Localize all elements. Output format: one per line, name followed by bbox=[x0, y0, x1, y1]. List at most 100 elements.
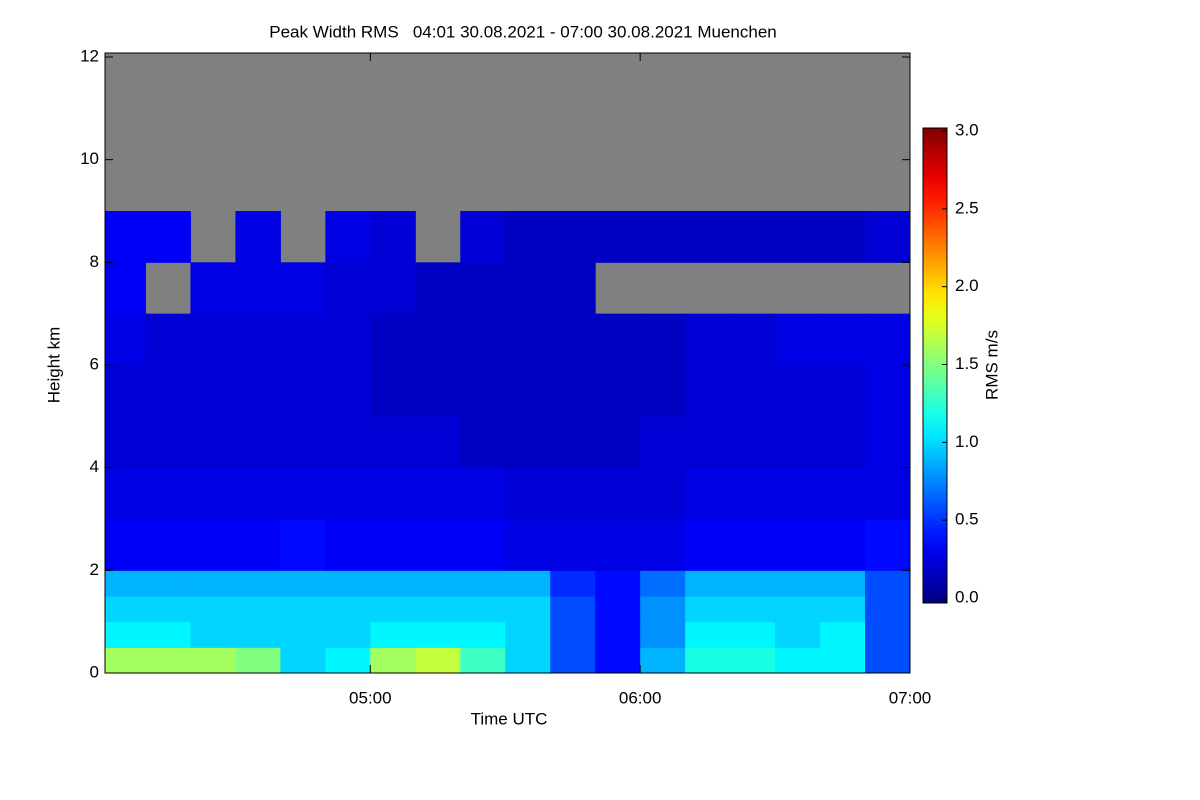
heatmap-cell bbox=[105, 211, 146, 263]
heatmap-cell bbox=[145, 467, 191, 520]
x-tick-label: 05:00 bbox=[349, 688, 392, 707]
heatmap-cell bbox=[730, 621, 776, 648]
heatmap-cell bbox=[370, 211, 416, 263]
heatmap-cell bbox=[775, 570, 821, 597]
heatmap-cell bbox=[865, 416, 911, 469]
heatmap-cell bbox=[730, 647, 776, 674]
heatmap-cell bbox=[145, 416, 191, 469]
heatmap-cell bbox=[640, 621, 686, 648]
heatmap-cell bbox=[415, 416, 461, 469]
heatmap-cell bbox=[105, 570, 146, 597]
heatmap-cell bbox=[730, 313, 776, 366]
heatmap-cell bbox=[550, 647, 596, 674]
heatmap-cell bbox=[460, 621, 506, 648]
heatmap-cell bbox=[235, 262, 281, 315]
heatmap-cell bbox=[415, 467, 461, 520]
heatmap-cell bbox=[550, 211, 596, 263]
heatmap-cell bbox=[820, 596, 866, 623]
heatmap-cell bbox=[775, 365, 821, 417]
heatmap-cell bbox=[595, 596, 641, 623]
heatmap-cell bbox=[505, 621, 551, 648]
heatmap-cell bbox=[685, 570, 731, 597]
heatmap-cell bbox=[730, 467, 776, 520]
heatmap-cell bbox=[190, 467, 236, 520]
heatmap-cell bbox=[460, 313, 506, 366]
heatmap-cell bbox=[775, 313, 821, 366]
heatmap-cell bbox=[865, 211, 911, 263]
heatmap-cell bbox=[235, 596, 281, 623]
heatmap-cell bbox=[505, 596, 551, 623]
heatmap-cell bbox=[325, 519, 371, 571]
colorbar-tick-label: 2.0 bbox=[955, 276, 979, 295]
heatmap-cell bbox=[685, 365, 731, 417]
heatmap-cell bbox=[730, 519, 776, 571]
x-axis-label: Time UTC bbox=[471, 709, 548, 728]
heatmap-cell bbox=[550, 467, 596, 520]
colorbar-tick-label: 3.0 bbox=[955, 120, 979, 139]
x-tick-label: 07:00 bbox=[889, 688, 932, 707]
heatmap-cell bbox=[280, 519, 326, 571]
heatmap-cell bbox=[595, 621, 641, 648]
heatmap-cell bbox=[145, 647, 191, 674]
heatmap-cell bbox=[505, 647, 551, 674]
heatmap-cell bbox=[775, 467, 821, 520]
colorbar bbox=[922, 127, 948, 604]
heatmap-cell bbox=[415, 262, 461, 315]
heatmap-cell bbox=[775, 647, 821, 674]
heatmap-cell bbox=[730, 570, 776, 597]
heatmap-cell bbox=[595, 416, 641, 469]
heatmap-cell bbox=[685, 596, 731, 623]
colorbar-label: RMS m/s bbox=[982, 330, 1001, 400]
heatmap-cell bbox=[105, 262, 146, 315]
heatmap-cell bbox=[640, 519, 686, 571]
heatmap-cell bbox=[145, 621, 191, 648]
heatmap-cell bbox=[145, 211, 191, 263]
heatmap-cell bbox=[235, 647, 281, 674]
heatmap-cell bbox=[865, 570, 911, 597]
heatmap-cell bbox=[595, 365, 641, 417]
heatmap-cell bbox=[325, 262, 371, 315]
colorbar-tick-label: 0.0 bbox=[955, 587, 979, 606]
heatmap-cell bbox=[820, 519, 866, 571]
heatmap-cell bbox=[145, 365, 191, 417]
heatmap-cell bbox=[105, 596, 146, 623]
heatmap-cell bbox=[685, 416, 731, 469]
heatmap-cell bbox=[280, 313, 326, 366]
heatmap-cell bbox=[685, 211, 731, 263]
heatmap-cell bbox=[820, 211, 866, 263]
heatmap-cell bbox=[640, 596, 686, 623]
heatmap-cell bbox=[550, 596, 596, 623]
heatmap-cell bbox=[280, 262, 326, 315]
heatmap-cell bbox=[325, 313, 371, 366]
heatmap-cell bbox=[325, 596, 371, 623]
y-tick-label: 12 bbox=[80, 46, 99, 65]
heatmap-cell bbox=[775, 416, 821, 469]
heatmap-cell bbox=[640, 570, 686, 597]
heatmap-cell bbox=[235, 519, 281, 571]
heatmap-cell bbox=[640, 647, 686, 674]
heatmap-cell bbox=[730, 211, 776, 263]
heatmap-cell bbox=[280, 596, 326, 623]
heatmap-cell bbox=[370, 647, 416, 674]
heatmap-cell bbox=[865, 647, 911, 674]
heatmap-cell bbox=[415, 365, 461, 417]
heatmap-cell bbox=[235, 313, 281, 366]
heatmap-cell bbox=[105, 647, 146, 674]
heatmap-cell bbox=[415, 596, 461, 623]
y-tick-label: 2 bbox=[90, 560, 99, 579]
heatmap-cell bbox=[460, 570, 506, 597]
heatmap-cell bbox=[460, 519, 506, 571]
heatmap-cell bbox=[685, 621, 731, 648]
heatmap-cell bbox=[415, 570, 461, 597]
heatmap-cell bbox=[145, 596, 191, 623]
heatmap-cell bbox=[145, 313, 191, 366]
y-tick-label: 0 bbox=[90, 662, 99, 681]
heatmap-cell bbox=[190, 621, 236, 648]
heatmap-cell bbox=[280, 365, 326, 417]
heatmap-cell bbox=[370, 416, 416, 469]
heatmap-cell bbox=[505, 211, 551, 263]
heatmap-cell bbox=[820, 647, 866, 674]
heatmap-cell bbox=[550, 313, 596, 366]
heatmap-cell bbox=[235, 365, 281, 417]
heatmap-cell bbox=[460, 416, 506, 469]
